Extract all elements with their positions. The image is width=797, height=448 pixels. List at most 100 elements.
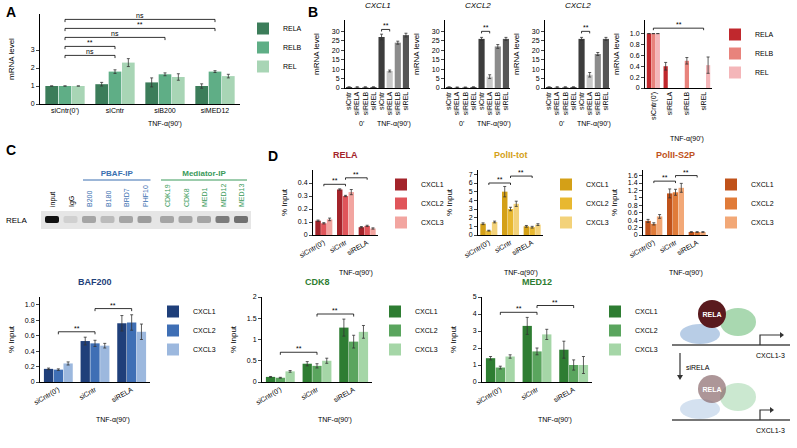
svg-text:siREL: siREL — [570, 92, 577, 111]
svg-text:siCntr(0'): siCntr(0') — [33, 386, 61, 407]
svg-text:2: 2 — [469, 214, 473, 221]
svg-text:RELA: RELA — [283, 25, 302, 32]
svg-text:CXCL1: CXCL1 — [365, 1, 391, 10]
svg-text:RELA: RELA — [702, 311, 721, 318]
svg-text:0: 0 — [304, 231, 308, 238]
svg-text:siRELA: siRELA — [686, 364, 710, 371]
svg-text:B200: B200 — [86, 191, 93, 207]
svg-text:CXCL2: CXCL2 — [565, 1, 591, 10]
svg-text:5: 5 — [536, 75, 540, 82]
svg-text:1: 1 — [473, 361, 477, 368]
svg-text:1: 1 — [31, 82, 35, 89]
svg-text:**: ** — [483, 24, 489, 31]
svg-text:RELB: RELB — [283, 44, 302, 51]
svg-text:siRELA: siRELA — [110, 386, 134, 404]
svg-text:TNF-α(90'): TNF-α(90') — [577, 120, 611, 128]
svg-text:siCntr: siCntr — [300, 385, 320, 401]
svg-text:0': 0' — [359, 120, 364, 127]
svg-text:20: 20 — [532, 47, 540, 54]
svg-text:ns: ns — [111, 30, 119, 37]
svg-text:CXCL3: CXCL3 — [586, 219, 609, 226]
svg-text:0.2: 0.2 — [630, 74, 640, 81]
svg-text:15: 15 — [432, 56, 440, 63]
svg-text:1.0: 1.0 — [630, 30, 640, 37]
svg-text:siCntr: siCntr — [520, 385, 540, 401]
svg-text:siRELB: siRELB — [462, 91, 469, 115]
svg-text:30: 30 — [532, 28, 540, 35]
svg-text:CXCL2: CXCL2 — [421, 200, 444, 207]
svg-text:4: 4 — [469, 197, 473, 204]
svg-text:0.3: 0.3 — [298, 192, 308, 199]
svg-text:CXCL1: CXCL1 — [586, 181, 609, 188]
svg-text:input: input — [49, 192, 57, 207]
svg-text:A: A — [6, 4, 16, 20]
svg-text:mRNA level: mRNA level — [7, 38, 16, 80]
svg-text:2: 2 — [253, 293, 257, 300]
svg-text:5: 5 — [436, 75, 440, 82]
svg-text:1: 1 — [469, 223, 473, 230]
svg-text:0: 0 — [436, 84, 440, 91]
svg-text:TNF-α(90'): TNF-α(90') — [148, 120, 182, 128]
svg-text:**: ** — [683, 169, 689, 176]
svg-text:CXCL1: CXCL1 — [635, 308, 658, 315]
svg-text:siRELA: siRELA — [676, 239, 700, 257]
svg-text:0: 0 — [253, 378, 257, 385]
svg-text:10: 10 — [532, 66, 540, 73]
svg-text:**: ** — [110, 302, 116, 309]
svg-text:siREL: siREL — [502, 92, 509, 111]
svg-text:PHF10: PHF10 — [142, 185, 149, 207]
svg-text:CXCL1-3: CXCL1-3 — [756, 427, 785, 434]
svg-text:**: ** — [87, 39, 93, 46]
svg-text:**: ** — [296, 345, 302, 352]
svg-text:**: ** — [74, 325, 80, 332]
svg-text:**: ** — [353, 171, 359, 178]
svg-text:0.5: 0.5 — [247, 357, 257, 364]
svg-text:TNF-α(90'): TNF-α(90') — [339, 269, 373, 277]
svg-text:0: 0 — [31, 100, 35, 107]
svg-text:siRELB: siRELB — [594, 91, 601, 115]
svg-text:**: ** — [497, 176, 503, 183]
svg-text:5: 5 — [469, 188, 473, 195]
svg-text:0': 0' — [459, 120, 464, 127]
svg-text:0.8: 0.8 — [628, 202, 638, 209]
svg-text:% Input: % Input — [280, 188, 289, 216]
svg-text:TNF-α(90'): TNF-α(90') — [669, 269, 703, 277]
svg-text:CXCL1: CXCL1 — [421, 181, 444, 188]
svg-text:siRELB: siRELB — [683, 91, 690, 115]
svg-text:% Input: % Input — [610, 188, 619, 216]
svg-text:C: C — [6, 142, 16, 158]
svg-text:Mediator-IP: Mediator-IP — [182, 169, 226, 178]
svg-text:siCntr(0'): siCntr(0') — [255, 386, 283, 407]
svg-text:siRELB: siRELB — [362, 91, 369, 115]
svg-text:**: ** — [552, 299, 558, 306]
svg-text:MED1: MED1 — [201, 187, 208, 207]
svg-text:**: ** — [516, 305, 522, 312]
svg-text:CXCL2: CXCL2 — [586, 200, 609, 207]
svg-text:siREL: siREL — [402, 92, 409, 111]
svg-text:siRELA: siRELA — [486, 91, 493, 115]
svg-text:0: 0 — [336, 84, 340, 91]
svg-text:**: ** — [662, 174, 668, 181]
svg-text:% Input: % Input — [229, 325, 238, 353]
svg-text:D: D — [268, 148, 278, 164]
svg-text:25: 25 — [532, 37, 540, 44]
svg-text:0.6: 0.6 — [628, 209, 638, 216]
svg-text:CXCL1-3: CXCL1-3 — [756, 352, 785, 359]
svg-text:siCntr: siCntr — [106, 107, 125, 114]
svg-text:CXCL2: CXCL2 — [193, 327, 216, 334]
svg-text:siCntr(0'): siCntr(0') — [650, 92, 658, 120]
svg-text:mRNA level: mRNA level — [612, 33, 621, 75]
svg-text:CXCL1: CXCL1 — [751, 181, 774, 188]
svg-text:TNF-α(90'): TNF-α(90') — [318, 416, 352, 424]
svg-text:0.4: 0.4 — [628, 217, 638, 224]
svg-text:REL: REL — [283, 63, 297, 70]
svg-text:siREL: siREL — [470, 92, 477, 111]
svg-text:RELB: RELB — [755, 50, 774, 57]
svg-text:20: 20 — [432, 47, 440, 54]
svg-text:IgG: IgG — [68, 196, 76, 207]
svg-text:0.4: 0.4 — [25, 348, 35, 355]
svg-text:siRELA: siRELA — [666, 91, 673, 115]
svg-text:siCntr: siCntr — [578, 91, 585, 110]
svg-text:15: 15 — [532, 56, 540, 63]
svg-text:CXCL3: CXCL3 — [193, 346, 216, 353]
